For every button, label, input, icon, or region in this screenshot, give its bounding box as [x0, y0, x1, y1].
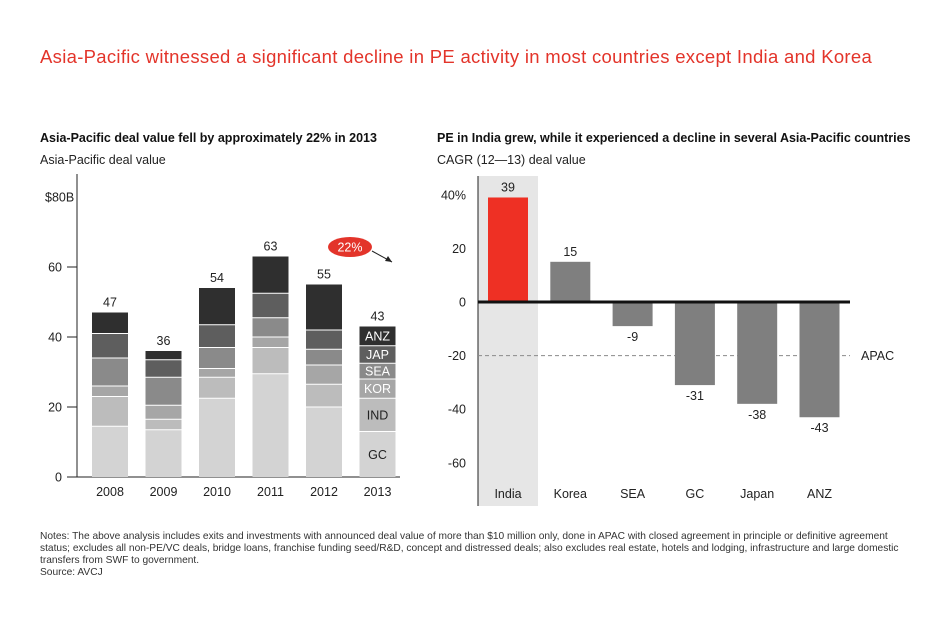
bar-japan [737, 302, 778, 404]
x-tick-label: 2009 [150, 485, 178, 499]
bar-segment-ind-2010 [199, 377, 235, 399]
total-label-2009: 36 [157, 334, 171, 348]
y-tick-label: 20 [452, 242, 466, 256]
x-tick-label: GC [686, 487, 705, 501]
x-tick-label: SEA [620, 487, 646, 501]
bar-segment-anz-2012 [306, 284, 342, 330]
bar-segment-kor-2008 [92, 386, 128, 397]
notes: Notes: The above analysis includes exits… [40, 531, 899, 566]
bar-segment-anz-2009 [145, 351, 182, 360]
total-label-2012: 55 [317, 268, 331, 282]
bar-segment-jap-2009 [145, 359, 182, 378]
bar-segment-anz-2010 [199, 288, 235, 325]
value-label-korea: 15 [563, 245, 577, 259]
total-label-2010: 54 [210, 271, 224, 285]
y-tick-label: 20 [48, 401, 62, 415]
value-label-india: 39 [501, 180, 515, 194]
bar-segment-anz-2011 [252, 256, 289, 294]
bar-segment-jap-2013 [359, 345, 396, 364]
y-tick-label: -40 [448, 403, 466, 417]
segment-label-gc: GC [368, 448, 387, 462]
bar-india [488, 197, 528, 302]
headline: Asia-Pacific witnessed a significant dec… [40, 46, 873, 67]
x-tick-label: 2013 [364, 485, 392, 499]
bar-segment-sea-2012 [306, 349, 342, 365]
segment-label-jap: JAP [366, 348, 389, 362]
bar-segment-kor-2010 [199, 368, 235, 378]
bar-segment-sea-2013 [359, 363, 396, 379]
bar-segment-ind-2011 [252, 347, 289, 374]
total-label-2011: 63 [264, 240, 278, 254]
x-tick-label: 2012 [310, 485, 338, 499]
bar-segment-sea-2010 [199, 347, 235, 369]
total-label-2013: 43 [371, 310, 385, 324]
bar-korea [550, 261, 591, 302]
y-tick-label: 0 [459, 296, 466, 310]
bar-segment-ind-2013 [359, 398, 396, 432]
bar-segment-jap-2011 [252, 293, 289, 318]
bar-segment-ind-2009 [145, 419, 182, 430]
source: Source: AVCJ [40, 567, 103, 578]
bar-segment-gc-2010 [199, 398, 235, 477]
bar-segment-kor-2012 [306, 365, 342, 385]
bar-segment-gc-2008 [92, 426, 128, 477]
decline-badge [328, 237, 372, 257]
y-tick-label: 0 [55, 471, 62, 485]
segment-label-anz: ANZ [365, 330, 390, 344]
x-tick-label: Korea [554, 487, 587, 501]
bar-segment-jap-2010 [199, 324, 235, 348]
segment-label-sea: SEA [365, 365, 391, 379]
bar-segment-kor-2013 [359, 379, 396, 399]
y-tick-label: -20 [448, 349, 466, 363]
bar-segment-jap-2008 [92, 333, 128, 358]
segment-label-ind: IND [367, 408, 389, 422]
decline-arrow-head [385, 256, 392, 262]
segment-label-kor: KOR [364, 382, 391, 396]
bar-segment-gc-2011 [252, 373, 289, 477]
y-tick-label: 60 [48, 261, 62, 275]
bar-segment-anz-2008 [92, 312, 128, 334]
bar-segment-kor-2011 [252, 337, 289, 348]
bar-segment-gc-2013 [359, 431, 396, 477]
value-label-anz: -43 [810, 421, 828, 435]
y-tick-label: $80B [45, 191, 74, 205]
bar-segment-sea-2009 [145, 377, 182, 406]
value-label-japan: -38 [748, 408, 766, 422]
bar-segment-ind-2008 [92, 396, 128, 427]
bar-segment-gc-2012 [306, 407, 342, 477]
total-label-2008: 47 [103, 296, 117, 310]
bar-segment-kor-2009 [145, 405, 182, 420]
left-chart-subtitle: Asia-Pacific deal value [40, 153, 166, 167]
x-tick-label: 2008 [96, 485, 124, 499]
bar-anz [799, 302, 840, 418]
y-tick-label: -60 [448, 456, 466, 470]
x-tick-label: 2010 [203, 485, 231, 499]
bar-segment-sea-2008 [92, 358, 128, 386]
bar-gc [674, 302, 715, 386]
left-chart-title: Asia-Pacific deal value fell by approxim… [40, 131, 377, 145]
x-tick-label: Japan [740, 487, 774, 501]
value-label-gc: -31 [686, 389, 704, 403]
bar-segment-jap-2012 [306, 330, 342, 350]
right-chart-title: PE in India grew, while it experienced a… [437, 131, 911, 145]
bar-segment-gc-2009 [145, 429, 182, 477]
y-tick-label: 40% [441, 188, 466, 202]
right-chart-subtitle: CAGR (12—13) deal value [437, 153, 586, 167]
apac-reference-label: APAC [861, 349, 894, 363]
x-tick-label: ANZ [807, 487, 832, 501]
bar-segment-anz-2013 [359, 326, 396, 346]
y-tick-label: 40 [48, 331, 62, 345]
bar-sea [612, 302, 653, 327]
value-label-sea: -9 [627, 330, 638, 344]
bar-segment-sea-2011 [252, 317, 289, 337]
decline-badge-label: 22% [337, 241, 362, 255]
x-tick-label: India [494, 487, 521, 501]
bar-segment-ind-2012 [306, 384, 342, 407]
x-tick-label: 2011 [257, 485, 284, 499]
